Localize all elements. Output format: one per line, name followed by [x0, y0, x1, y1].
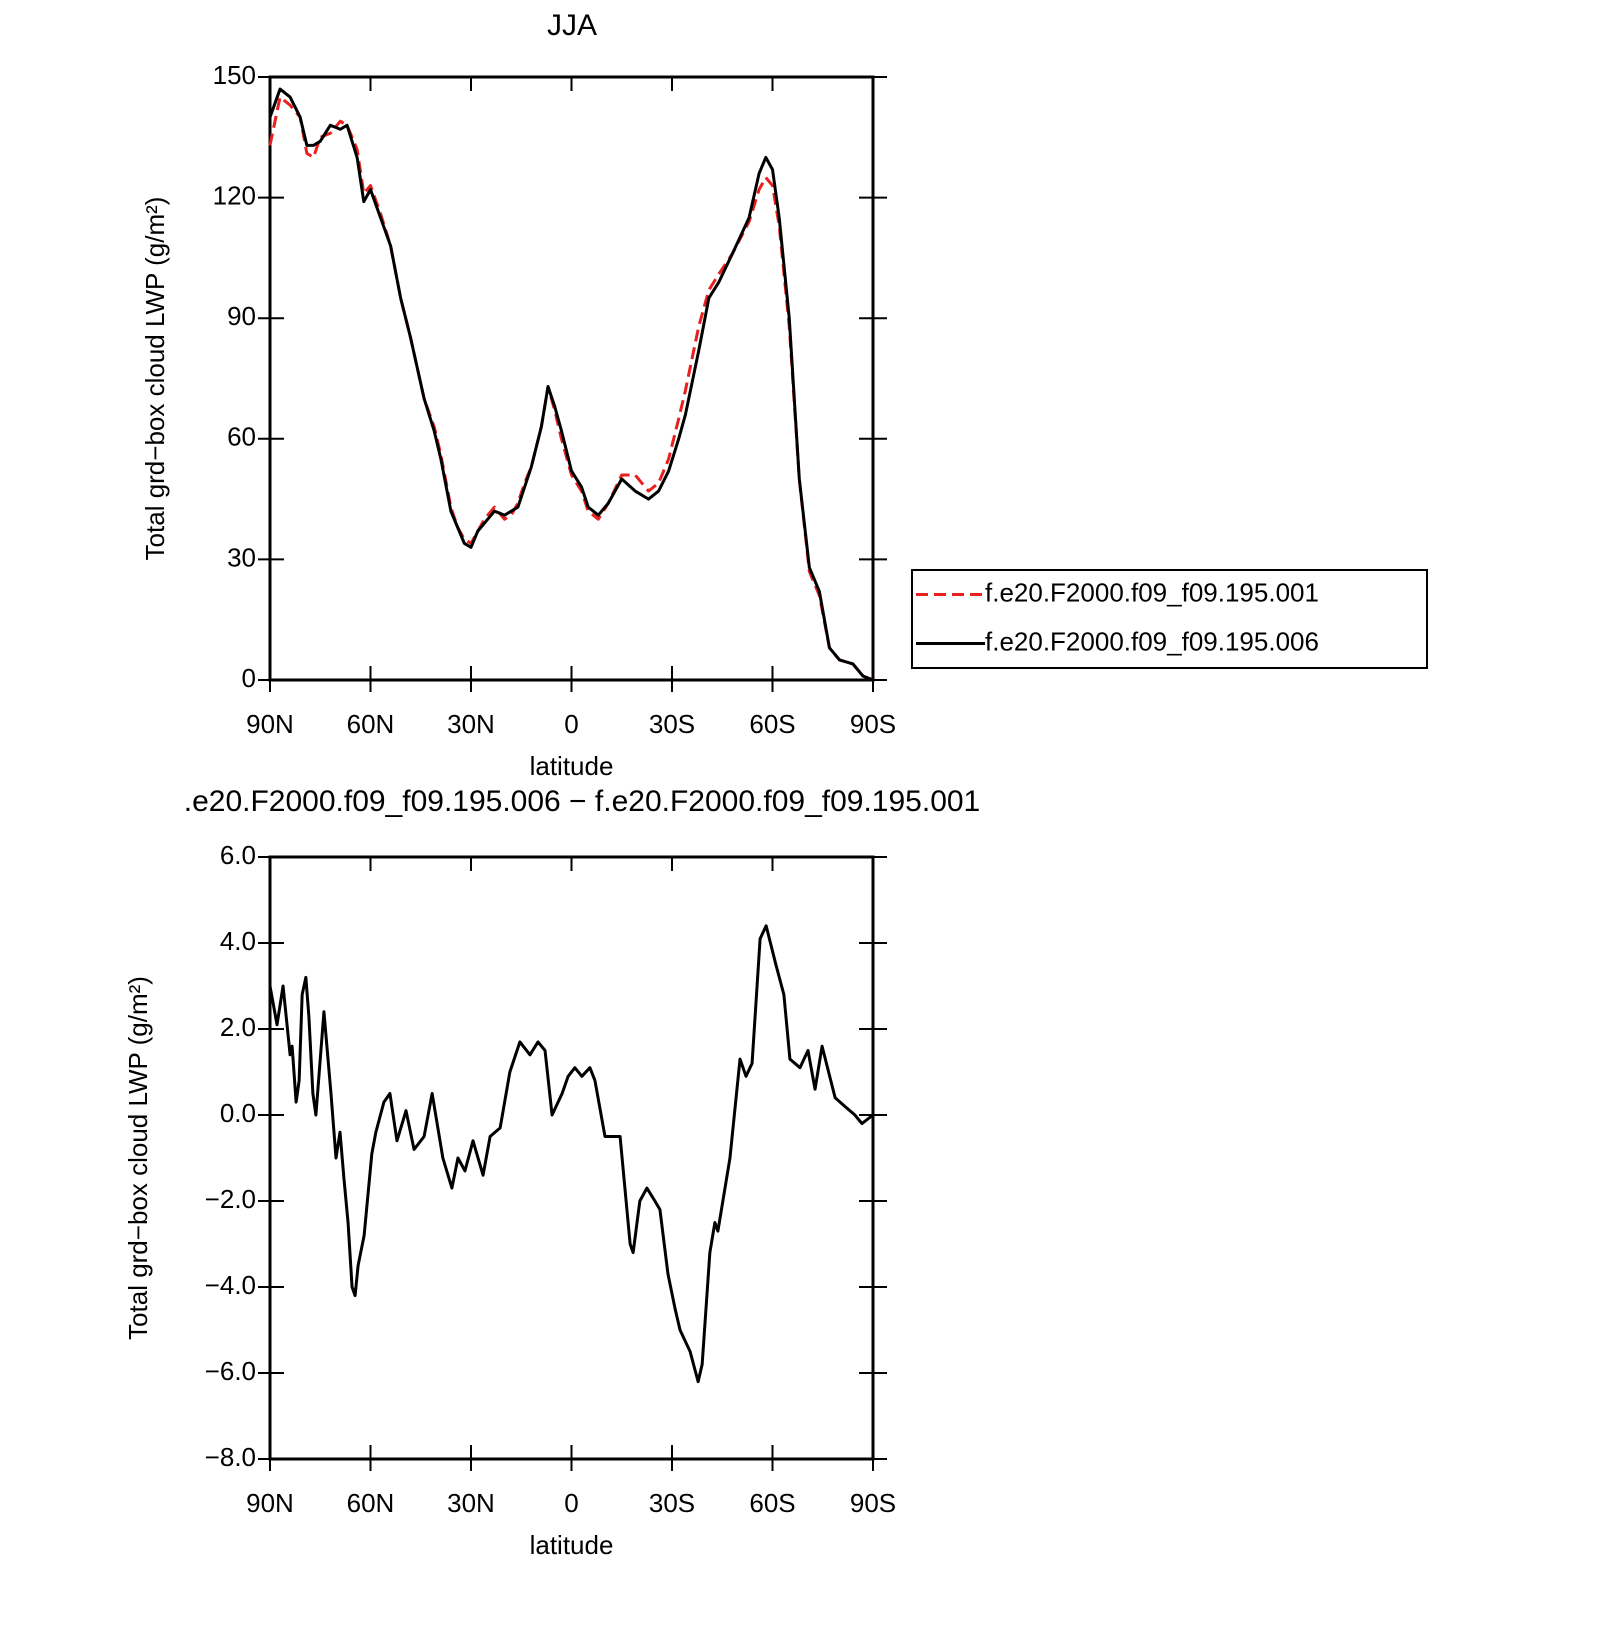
chart-title: JJA [547, 9, 597, 42]
y-tick-label: 120 [213, 180, 256, 210]
x-tick-label: 30N [447, 709, 495, 739]
y-tick-label: 30 [227, 542, 256, 572]
legend-label: f.e20.F2000.f09_f09.195.006 [985, 626, 1319, 656]
x-tick-label: 60S [749, 1488, 795, 1518]
y-tick-label: 2.0 [220, 1012, 256, 1042]
y-tick-label: 4.0 [220, 926, 256, 956]
x-tick-label: 90N [246, 709, 294, 739]
plot-frame [268, 75, 875, 682]
x-tick-label: 60S [749, 709, 795, 739]
legend-box [911, 569, 1428, 669]
x-tick-label: 0 [564, 709, 578, 739]
data-line [268, 87, 874, 682]
y-tick-label: −2.0 [205, 1184, 256, 1214]
y-tick-label: −6.0 [205, 1356, 256, 1386]
x-tick-label: 30S [649, 709, 695, 739]
y-tick-label: 0 [242, 663, 256, 693]
x-tick-label: 30S [649, 1488, 695, 1518]
x-axis-label: latitude [530, 751, 614, 781]
y-tick-label: −8.0 [205, 1442, 256, 1472]
chart-title: .e20.F2000.f09_f09.195.006 − f.e20.F2000… [184, 785, 981, 818]
x-tick-label: 30N [447, 1488, 495, 1518]
legend-label: f.e20.F2000.f09_f09.195.001 [985, 577, 1319, 607]
x-tick-label: 90S [850, 1488, 896, 1518]
y-tick-label: 6.0 [220, 840, 256, 870]
y-tick-label: 0.0 [220, 1098, 256, 1128]
y-tick-label: 60 [227, 422, 256, 452]
x-axis-label: latitude [530, 1530, 614, 1560]
x-tick-label: 90S [850, 709, 896, 739]
plot-frame [268, 855, 875, 1461]
x-tick-label: 60N [347, 709, 395, 739]
data-line [268, 924, 874, 1384]
y-tick-label: −4.0 [205, 1270, 256, 1300]
y-axis-label: Total grd−box cloud LWP (g/m²) [140, 197, 170, 561]
y-axis-label: Total grd−box cloud LWP (g/m²) [123, 976, 153, 1340]
y-tick-label: 90 [227, 301, 256, 331]
y-tick-label: 150 [213, 60, 256, 90]
x-tick-label: 0 [564, 1488, 578, 1518]
x-tick-label: 90N [246, 1488, 294, 1518]
x-tick-label: 60N [347, 1488, 395, 1518]
